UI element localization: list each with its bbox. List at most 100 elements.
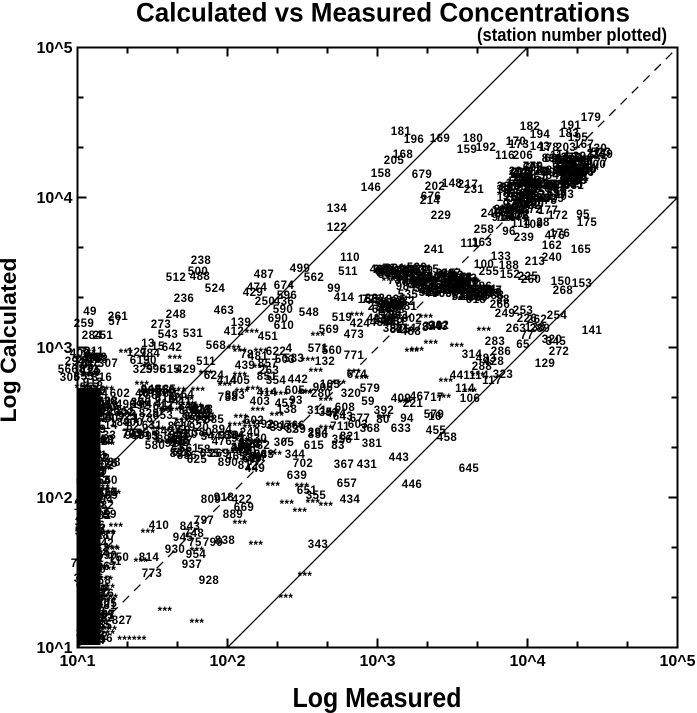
- svg-text:712: 712: [84, 553, 104, 565]
- svg-text:631: 631: [142, 420, 163, 432]
- svg-text:***: ***: [135, 380, 150, 392]
- svg-text:814: 814: [514, 196, 535, 208]
- svg-text:622: 622: [266, 346, 286, 358]
- svg-text:***: ***: [151, 425, 166, 437]
- svg-text:568: 568: [87, 352, 108, 364]
- svg-text:320: 320: [542, 334, 562, 346]
- svg-text:46: 46: [173, 429, 187, 441]
- svg-text:765: 765: [382, 299, 403, 311]
- svg-text:***: ***: [172, 386, 187, 398]
- svg-text:***: ***: [82, 419, 97, 431]
- svg-text:10^4: 10^4: [36, 190, 72, 207]
- svg-text:585: 585: [576, 163, 597, 175]
- svg-text:431: 431: [357, 459, 378, 471]
- svg-text:178: 178: [133, 413, 154, 425]
- svg-text:893: 893: [170, 448, 190, 460]
- svg-text:762: 762: [82, 629, 102, 641]
- svg-text:777: 777: [564, 160, 584, 172]
- svg-text:202: 202: [425, 181, 445, 193]
- svg-text:243: 243: [481, 208, 501, 220]
- svg-text:262: 262: [527, 314, 547, 326]
- svg-text:832: 832: [89, 542, 109, 554]
- svg-text:307: 307: [77, 449, 97, 461]
- svg-text:827: 827: [112, 615, 132, 627]
- svg-text:304: 304: [93, 494, 114, 506]
- svg-text:78: 78: [240, 349, 254, 361]
- svg-text:***: ***: [574, 178, 589, 190]
- svg-text:***: ***: [159, 406, 174, 418]
- svg-text:261: 261: [108, 311, 129, 323]
- svg-text:***: ***: [80, 578, 95, 590]
- svg-text:89: 89: [457, 278, 471, 290]
- svg-text:860: 860: [517, 179, 537, 191]
- svg-text:75: 75: [104, 458, 118, 470]
- svg-text:603: 603: [348, 419, 368, 431]
- svg-text:263: 263: [259, 365, 279, 377]
- svg-text:690: 690: [577, 164, 597, 176]
- svg-text:871: 871: [182, 409, 203, 421]
- svg-text:315: 315: [419, 264, 440, 276]
- svg-text:787: 787: [76, 578, 96, 590]
- svg-text:816: 816: [547, 187, 567, 199]
- svg-text:***: ***: [405, 347, 420, 359]
- svg-text:973: 973: [503, 191, 523, 203]
- svg-text:***: ***: [107, 489, 122, 501]
- svg-text:679: 679: [412, 169, 432, 181]
- svg-text:***: ***: [73, 354, 88, 366]
- svg-text:152: 152: [500, 269, 520, 281]
- svg-text:***: ***: [319, 501, 334, 513]
- svg-text:***: ***: [97, 514, 112, 526]
- svg-text:571: 571: [308, 343, 329, 355]
- svg-text:279: 279: [87, 466, 107, 478]
- svg-text:796: 796: [452, 273, 472, 285]
- svg-text:344: 344: [385, 302, 406, 314]
- svg-text:242: 242: [88, 631, 108, 643]
- svg-text:***: ***: [477, 284, 492, 296]
- svg-text:540: 540: [556, 162, 576, 174]
- svg-text:422: 422: [232, 494, 252, 506]
- svg-text:885: 885: [546, 165, 567, 177]
- svg-text:69: 69: [480, 285, 494, 297]
- svg-text:50: 50: [446, 282, 460, 294]
- svg-text:***: ***: [426, 286, 441, 298]
- svg-text:724: 724: [513, 172, 534, 184]
- svg-text:509: 509: [440, 278, 460, 290]
- svg-text:700: 700: [573, 156, 593, 168]
- svg-text:251: 251: [504, 192, 525, 204]
- svg-text:114: 114: [455, 383, 475, 395]
- svg-text:***: ***: [419, 313, 434, 325]
- svg-text:***: ***: [311, 331, 326, 343]
- svg-text:***: ***: [288, 421, 303, 433]
- svg-text:***: ***: [87, 451, 102, 463]
- svg-text:***: ***: [158, 606, 173, 618]
- svg-text:813: 813: [377, 296, 397, 308]
- svg-text:394: 394: [573, 151, 594, 163]
- svg-text:994: 994: [80, 566, 101, 578]
- svg-text:***: ***: [190, 618, 205, 630]
- svg-text:569: 569: [319, 324, 339, 336]
- svg-text:542: 542: [86, 523, 106, 535]
- svg-text:943: 943: [141, 384, 161, 396]
- svg-text:***: ***: [81, 372, 96, 384]
- svg-text:13: 13: [496, 184, 510, 196]
- svg-text:***: ***: [293, 507, 308, 519]
- svg-text:***: ***: [88, 411, 103, 423]
- svg-text:263: 263: [506, 323, 526, 335]
- svg-text:153: 153: [572, 278, 592, 290]
- svg-text:367: 367: [334, 459, 354, 471]
- svg-text:305: 305: [553, 165, 574, 177]
- svg-text:59: 59: [361, 396, 375, 408]
- svg-text:826: 826: [573, 166, 593, 178]
- svg-text:196: 196: [404, 134, 424, 146]
- svg-text:78: 78: [415, 322, 429, 334]
- svg-text:10^1: 10^1: [36, 640, 72, 657]
- svg-text:267: 267: [387, 265, 407, 277]
- svg-text:755: 755: [129, 428, 150, 440]
- svg-text:869: 869: [449, 278, 469, 290]
- svg-text:90: 90: [143, 355, 157, 367]
- svg-text:***: ***: [437, 393, 452, 405]
- svg-text:20: 20: [168, 393, 182, 405]
- svg-text:10^1: 10^1: [59, 653, 95, 670]
- svg-text:248: 248: [166, 309, 187, 321]
- svg-text:561: 561: [82, 516, 103, 528]
